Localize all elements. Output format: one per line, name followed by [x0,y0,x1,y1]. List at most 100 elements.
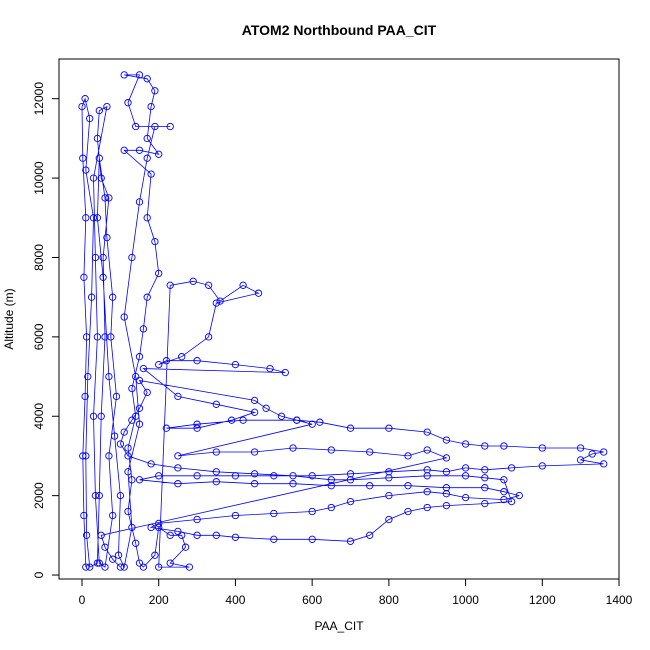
data-point [212,299,220,307]
data-point [308,472,316,480]
data-point [250,396,259,405]
data-point [227,416,236,424]
data-point [239,281,247,289]
data-point [461,493,470,502]
data-point [124,468,132,476]
data-point [277,412,286,420]
data-point [212,448,220,456]
data-point [293,416,301,424]
data-point [151,551,159,559]
data-point [135,353,144,361]
data-point [99,253,107,262]
data-point [116,491,125,500]
data-point [262,404,270,412]
data-point [105,372,113,381]
data-point [120,428,128,436]
data-point [327,446,335,454]
data-point [346,476,355,484]
data-point [461,472,470,480]
data-point [270,535,278,543]
data-point [139,364,148,373]
data-point [81,95,89,103]
data-point [178,353,186,361]
data-point [143,388,151,397]
data-point [423,503,431,512]
data-point [162,424,171,432]
y-axis-label: Altitude (m) [2,288,16,349]
y-axis: 0 2000 4000 6000 8000 10000 12000 [32,82,60,578]
data-point [193,531,201,539]
data-point [166,281,174,289]
data-point [250,408,259,416]
data-point [110,432,119,440]
data-point [461,464,470,472]
data-point [97,174,105,182]
data-point [89,412,98,420]
plot-frame [58,58,620,580]
data-point [101,194,109,202]
data-point [385,515,393,524]
data-point [89,174,98,182]
data-point [174,464,182,472]
data-point [93,559,102,567]
data-point [116,563,125,571]
data-point [166,559,174,567]
data-point [166,122,174,131]
data-point [212,400,220,408]
y-tick-label: 10000 [32,161,46,195]
data-point [147,170,155,178]
data-point [162,357,171,365]
data-point [481,499,489,508]
x-tick-label: 1400 [606,593,633,607]
data-point [101,333,109,341]
data-point [366,448,374,456]
data-point [289,472,297,480]
data-point [239,416,247,424]
data-point [385,491,393,500]
data-point [327,476,335,484]
data-point [316,418,324,426]
data-point [270,509,278,518]
y-tick-label: 0 [32,571,46,578]
y-tick-label: 8000 [32,244,46,271]
data-point [120,71,128,79]
data-point [143,154,151,162]
data-point [174,527,182,536]
y-tick-label: 6000 [32,323,46,350]
data-point [80,273,88,281]
data-point [289,444,297,452]
data-point [101,543,109,551]
data-point [327,482,335,490]
data-point [174,480,182,488]
data-point [82,452,90,460]
data-point [193,420,201,428]
x-tick-label: 1200 [529,593,556,607]
data-point [189,277,197,285]
data-point [576,444,585,452]
data-point [600,460,608,468]
data-point [132,539,140,547]
data-point [87,293,96,301]
data-point [135,376,144,385]
data-point [103,233,111,242]
data-point [139,325,148,333]
data-point [109,293,117,301]
data-point [105,452,113,460]
data-point [212,468,220,476]
data-point [151,87,159,95]
data-point [461,440,470,448]
data-point [155,360,163,369]
data-point [231,472,240,480]
data-point [93,214,102,222]
data-point [231,533,240,541]
data-point [250,470,259,478]
data-point [366,531,374,539]
data-point [204,333,213,341]
data-point [204,281,213,289]
data-point [423,488,431,496]
data-point [538,444,546,452]
data-point [81,392,89,401]
data-point [507,464,516,472]
data-point [114,551,123,559]
data-point [346,497,355,506]
